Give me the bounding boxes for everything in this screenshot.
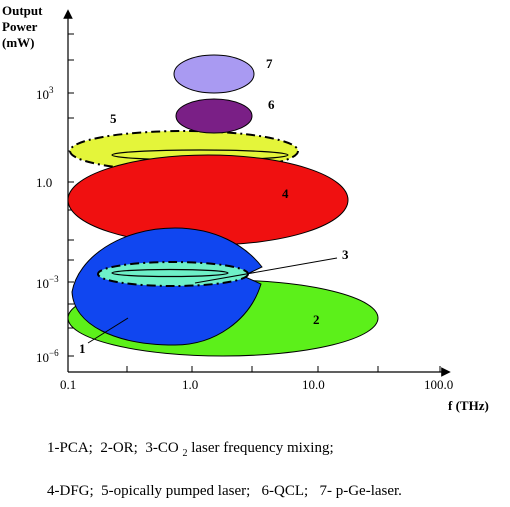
label-region-4: 4 xyxy=(282,186,289,201)
leader-line-1 xyxy=(87,317,129,344)
x-tick-label-1.0: 1.0 xyxy=(182,377,198,392)
y-tick-label-1: 1.0 xyxy=(36,175,52,190)
y-axis-title-line-3: (mW) xyxy=(2,35,35,50)
x-axis-ticks xyxy=(126,366,441,372)
region-dfg xyxy=(67,154,349,246)
x-tick-label-10.0: 10.0 xyxy=(302,377,325,392)
legend-line-2: 4-DFG; 5-opically pumped laser; 6-QCL; 7… xyxy=(47,483,402,500)
leader-line-3 xyxy=(194,257,338,284)
y-axis-title-line-2: Power xyxy=(2,19,38,34)
x-axis-title: f (THz) xyxy=(448,398,489,413)
legend-pge: 7- p-Ge-laser. xyxy=(319,483,402,499)
legend-qcl: 6-QCL; xyxy=(261,483,309,499)
y-tick-label-1e-6: 10−6 xyxy=(36,348,59,365)
legend-dfg: 4-DFG; xyxy=(47,483,94,499)
y-axis-title-line-1: Output xyxy=(2,3,43,18)
legend-line-1: 1-PCA; 2-OR; 3-CO 2 laser frequency mixi… xyxy=(47,440,334,459)
y-tick-label-1e3: 103 xyxy=(36,85,54,102)
x-tick-label-0.1: 0.1 xyxy=(60,377,76,392)
label-region-2: 2 xyxy=(313,312,320,327)
legend-optically-pumped: 5-opically pumped laser; xyxy=(101,483,251,499)
legend-pca: 1-PCA; xyxy=(47,440,93,456)
y-tick-label-1e-3: 10−3 xyxy=(36,274,59,291)
legend-co2: 3-CO 2 laser frequency mixing; xyxy=(145,440,334,459)
label-region-6: 6 xyxy=(268,97,275,112)
label-region-7: 7 xyxy=(266,56,273,71)
label-region-3: 3 xyxy=(342,247,349,262)
region-qcl xyxy=(175,98,253,134)
region-co2-inner xyxy=(111,268,229,278)
legend-or: 2-OR; xyxy=(100,440,138,456)
label-region-5: 5 xyxy=(110,111,117,126)
region-pge-laser xyxy=(173,54,255,94)
label-region-1: 1 xyxy=(79,341,86,356)
x-tick-label-100.0: 100.0 xyxy=(424,377,453,392)
